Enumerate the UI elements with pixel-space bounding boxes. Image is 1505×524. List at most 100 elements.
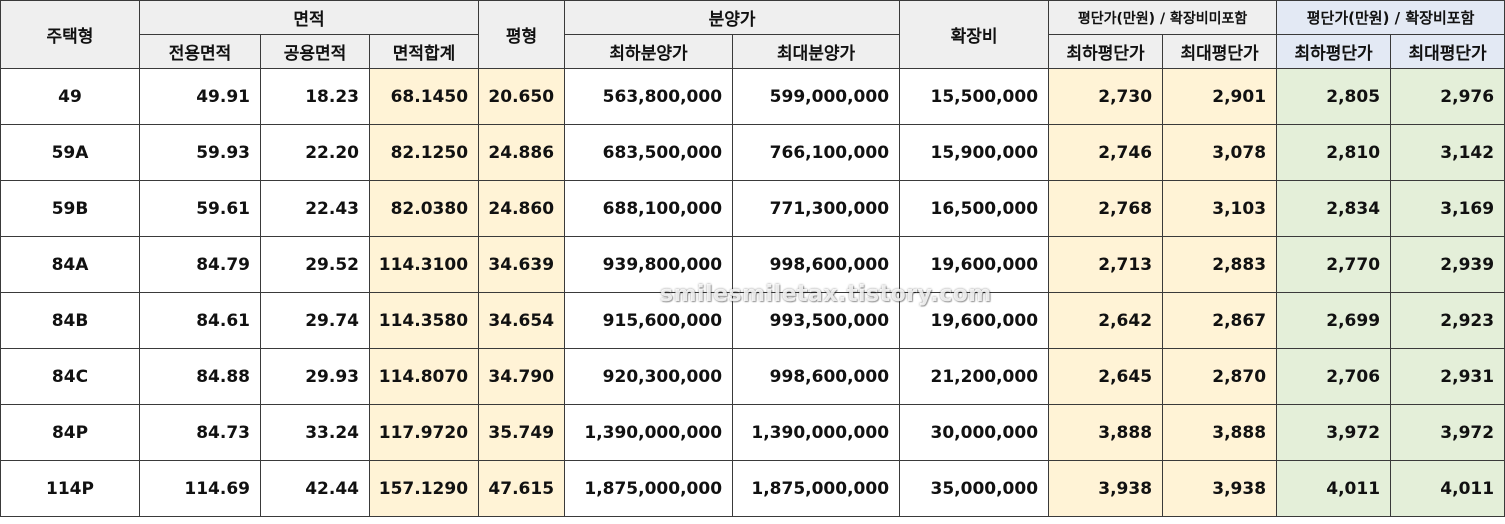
header-unit-price-incl-group: 평단가(만원) / 확장비포함 <box>1276 0 1505 35</box>
cell-unit-excl-min: 2,713 <box>1048 236 1164 293</box>
cell-price-min: 915,600,000 <box>564 292 734 349</box>
cell-pyeong: 34.639 <box>478 236 566 293</box>
table-row: 49 49.91 18.23 68.1450 20.650 563,800,00… <box>0 68 1505 125</box>
header-type: 주택형 <box>0 0 140 69</box>
cell-expansion: 30,000,000 <box>899 404 1050 461</box>
cell-unit-incl-max: 2,923 <box>1390 292 1505 349</box>
cell-unit-excl-min: 3,938 <box>1048 460 1164 517</box>
cell-price-min: 683,500,000 <box>564 124 734 181</box>
table-row: 114P 114.69 42.44 157.1290 47.615 1,875,… <box>0 460 1505 517</box>
header-price-min: 최하분양가 <box>564 34 734 69</box>
cell-unit-excl-max: 2,883 <box>1162 236 1278 293</box>
cell-unit-incl-min: 2,770 <box>1276 236 1392 293</box>
cell-area-exclusive: 84.61 <box>139 292 261 349</box>
table-row: 84B 84.61 29.74 114.3580 34.654 915,600,… <box>0 292 1505 349</box>
cell-area-common: 22.43 <box>260 180 370 237</box>
table-row: 84C 84.88 29.93 114.8070 34.790 920,300,… <box>0 348 1505 405</box>
cell-unit-incl-max: 4,011 <box>1390 460 1505 517</box>
table-row: 84P 84.73 33.24 117.9720 35.749 1,390,00… <box>0 404 1505 461</box>
header-unit-excl-max: 최대평단가 <box>1162 34 1278 69</box>
cell-area-common: 29.74 <box>260 292 370 349</box>
cell-unit-excl-min: 3,888 <box>1048 404 1164 461</box>
cell-area-total: 114.3580 <box>368 292 480 349</box>
cell-expansion: 15,500,000 <box>899 68 1050 125</box>
cell-unit-excl-max: 3,103 <box>1162 180 1278 237</box>
header-unit-incl-min: 최하평단가 <box>1276 34 1392 69</box>
header-area-total: 면적합계 <box>368 34 480 69</box>
cell-unit-incl-max: 3,169 <box>1390 180 1505 237</box>
cell-price-min: 563,800,000 <box>564 68 734 125</box>
header-area-group: 면적 <box>138 0 480 35</box>
cell-area-common: 29.52 <box>260 236 370 293</box>
cell-unit-incl-max: 3,142 <box>1390 124 1505 181</box>
cell-area-common: 42.44 <box>260 460 370 517</box>
cell-area-total: 117.9720 <box>368 404 480 461</box>
cell-price-max: 998,600,000 <box>732 348 901 405</box>
cell-price-min: 1,875,000,000 <box>564 460 734 517</box>
cell-type: 84A <box>0 236 140 293</box>
cell-type: 84B <box>0 292 140 349</box>
cell-unit-excl-max: 3,078 <box>1162 124 1278 181</box>
cell-unit-excl-max: 2,901 <box>1162 68 1278 125</box>
cell-price-min: 939,800,000 <box>564 236 734 293</box>
cell-type: 84C <box>0 348 140 405</box>
cell-expansion: 15,900,000 <box>899 124 1050 181</box>
cell-expansion: 21,200,000 <box>899 348 1050 405</box>
cell-price-min: 688,100,000 <box>564 180 734 237</box>
cell-area-common: 33.24 <box>260 404 370 461</box>
cell-unit-excl-min: 2,730 <box>1048 68 1164 125</box>
cell-unit-excl-max: 3,938 <box>1162 460 1278 517</box>
cell-unit-excl-min: 2,746 <box>1048 124 1164 181</box>
cell-type: 84P <box>0 404 140 461</box>
cell-area-common: 18.23 <box>260 68 370 125</box>
cell-area-total: 82.0380 <box>368 180 480 237</box>
table-row: 59B 59.61 22.43 82.0380 24.860 688,100,0… <box>0 180 1505 237</box>
table-row: 59A 59.93 22.20 82.1250 24.886 683,500,0… <box>0 124 1505 181</box>
table-row: 84A 84.79 29.52 114.3100 34.639 939,800,… <box>0 236 1505 293</box>
cell-pyeong: 34.790 <box>478 348 566 405</box>
cell-unit-incl-min: 2,699 <box>1276 292 1392 349</box>
cell-type: 59A <box>0 124 140 181</box>
header-pyeong: 평형 <box>478 0 566 69</box>
cell-unit-excl-max: 3,888 <box>1162 404 1278 461</box>
cell-price-max: 599,000,000 <box>732 68 901 125</box>
cell-type: 59B <box>0 180 140 237</box>
cell-type: 49 <box>0 68 140 125</box>
cell-area-exclusive: 84.73 <box>139 404 261 461</box>
cell-expansion: 19,600,000 <box>899 292 1050 349</box>
cell-pyeong: 35.749 <box>478 404 566 461</box>
header-area-exclusive: 전용면적 <box>139 34 261 69</box>
cell-unit-incl-max: 2,931 <box>1390 348 1505 405</box>
cell-unit-incl-max: 2,939 <box>1390 236 1505 293</box>
cell-area-total: 68.1450 <box>368 68 480 125</box>
cell-pyeong: 24.860 <box>478 180 566 237</box>
cell-unit-excl-max: 2,867 <box>1162 292 1278 349</box>
header-area-common: 공용면적 <box>260 34 370 69</box>
cell-unit-incl-min: 4,011 <box>1276 460 1392 517</box>
cell-pyeong: 34.654 <box>478 292 566 349</box>
cell-pyeong: 24.886 <box>478 124 566 181</box>
cell-expansion: 35,000,000 <box>899 460 1050 517</box>
cell-expansion: 19,600,000 <box>899 236 1050 293</box>
header-price-max: 최대분양가 <box>732 34 901 69</box>
header-unit-price-excl-group: 평단가(만원) / 확장비미포함 <box>1048 0 1278 35</box>
cell-price-min: 1,390,000,000 <box>564 404 734 461</box>
cell-area-total: 114.8070 <box>368 348 480 405</box>
cell-unit-incl-max: 2,976 <box>1390 68 1505 125</box>
cell-price-max: 771,300,000 <box>732 180 901 237</box>
cell-pyeong: 20.650 <box>478 68 566 125</box>
cell-area-total: 114.3100 <box>368 236 480 293</box>
cell-area-total: 82.1250 <box>368 124 480 181</box>
cell-area-exclusive: 84.79 <box>139 236 261 293</box>
cell-unit-excl-max: 2,870 <box>1162 348 1278 405</box>
cell-type: 114P <box>0 460 140 517</box>
cell-price-max: 998,600,000 <box>732 236 901 293</box>
cell-unit-incl-min: 2,805 <box>1276 68 1392 125</box>
cell-unit-incl-min: 2,834 <box>1276 180 1392 237</box>
cell-area-exclusive: 114.69 <box>139 460 261 517</box>
cell-price-max: 1,875,000,000 <box>732 460 901 517</box>
cell-price-max: 766,100,000 <box>732 124 901 181</box>
cell-area-total: 157.1290 <box>368 460 480 517</box>
cell-unit-incl-min: 2,810 <box>1276 124 1392 181</box>
